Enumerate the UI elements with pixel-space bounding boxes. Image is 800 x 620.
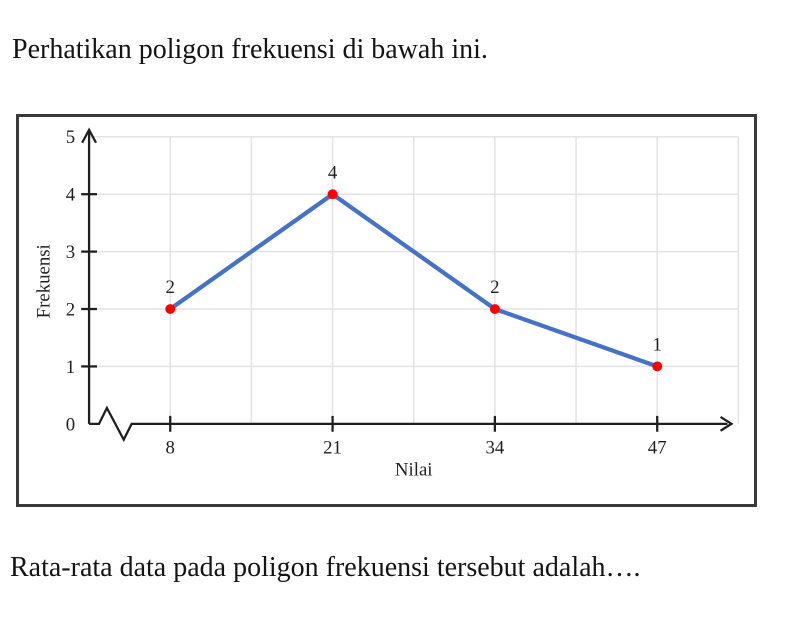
data-point — [165, 304, 176, 314]
y-tick-label: 3 — [66, 242, 75, 263]
data-point-label: 4 — [328, 162, 338, 183]
x-tick-label: 21 — [323, 438, 342, 459]
question-text: Rata-rata data pada poligon frekuensi te… — [10, 552, 641, 583]
x-tick-label: 34 — [485, 438, 504, 459]
data-point — [327, 189, 338, 200]
data-point-label: 2 — [166, 277, 175, 298]
intro-text: Perhatikan poligon frekuensi di bawah in… — [12, 34, 488, 65]
data-point — [489, 304, 500, 314]
chart-frame: 0 1 2 3 4 5 8 21 34 47 Frekuensi Nilai 2 4 2 1 — [16, 114, 757, 507]
x-tick-label: 8 — [166, 438, 175, 459]
y-tick-label: 2 — [66, 299, 75, 320]
y-axis-arrow-icon — [81, 127, 98, 144]
y-axis-title: Frekuensi — [33, 244, 54, 318]
data-point-label: 2 — [490, 277, 499, 298]
data-point-label: 1 — [652, 335, 661, 356]
y-tick-label: 5 — [66, 127, 75, 148]
x-tick-label: 47 — [648, 438, 667, 459]
y-tick-label: 4 — [66, 185, 76, 206]
y-tick-label: 1 — [66, 357, 75, 378]
x-axis-title: Nilai — [395, 459, 433, 480]
y-tick-label: 0 — [66, 414, 75, 435]
x-axis — [89, 405, 728, 443]
x-axis-arrow-icon — [719, 415, 734, 432]
data-polyline — [168, 192, 660, 369]
data-point — [652, 361, 663, 372]
